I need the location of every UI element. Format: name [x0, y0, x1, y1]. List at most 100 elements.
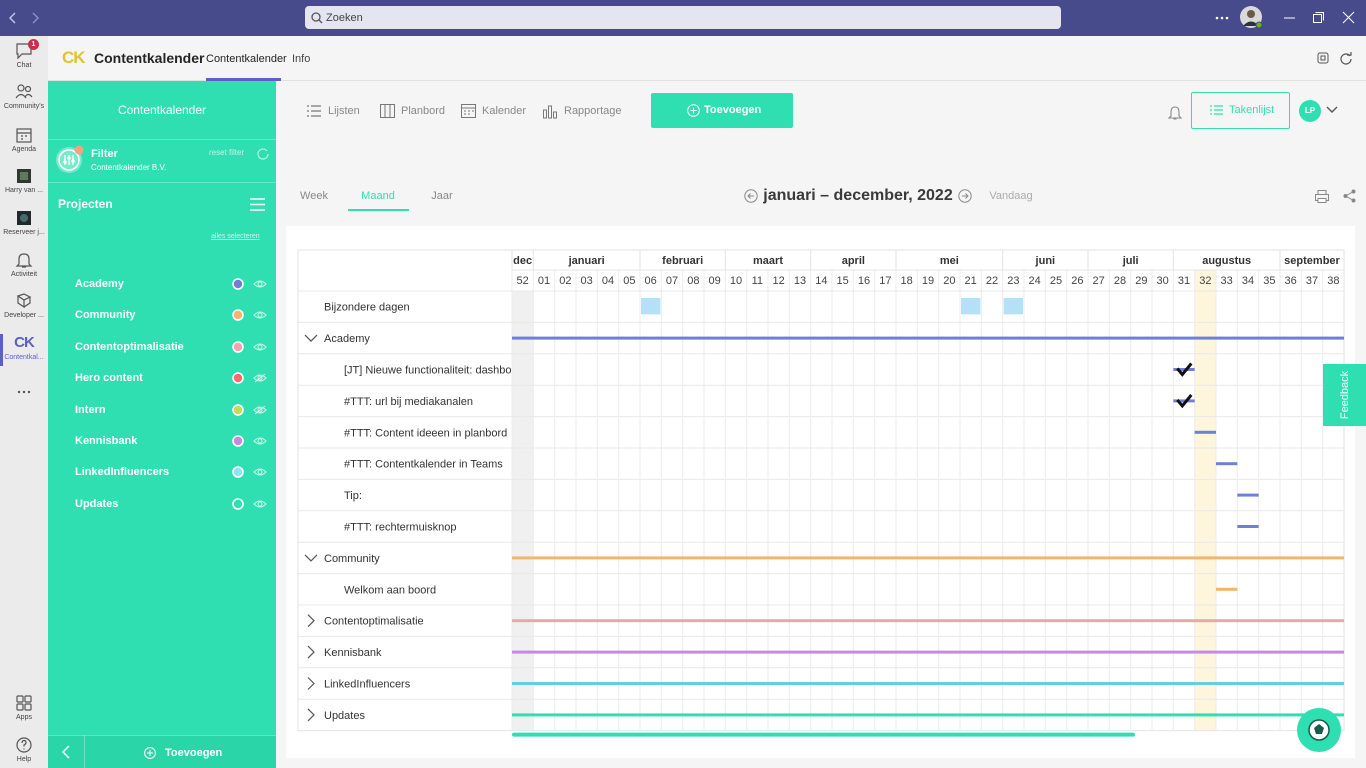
reset-filter[interactable]: reset filter [209, 148, 245, 157]
reload-icon[interactable] [1340, 52, 1352, 65]
rail-icon[interactable] [14, 125, 34, 145]
expand-toggle[interactable] [307, 677, 315, 690]
task-bar[interactable] [1216, 462, 1238, 466]
task-label[interactable]: #TTT: rechtermuisknop [344, 522, 456, 534]
project-color-dot[interactable] [232, 497, 244, 510]
project-visibility[interactable] [253, 310, 267, 320]
expand-toggle[interactable] [307, 614, 315, 628]
view-icon[interactable] [543, 104, 558, 119]
notifications[interactable] [1167, 105, 1183, 120]
project-visibility[interactable] [253, 467, 267, 477]
group-label[interactable]: Bijzondere dagen [324, 302, 410, 314]
horizontal-scrollbar[interactable] [512, 732, 1135, 737]
task-bar[interactable] [1173, 368, 1195, 371]
view-tab[interactable]: Jaar [431, 190, 453, 202]
filter-label[interactable]: Filter [91, 148, 118, 160]
user-avatar[interactable] [1239, 5, 1263, 29]
view-tab[interactable]: Maand [361, 190, 395, 202]
sidebar-add[interactable]: Toevoegen [165, 747, 223, 759]
task-label[interactable]: #TTT: Content ideeen in planbord [344, 427, 507, 439]
view-icon[interactable] [461, 104, 476, 118]
rail-icon[interactable] [14, 735, 34, 755]
rail-label[interactable]: Community's [3, 103, 45, 110]
project-color-dot[interactable] [232, 403, 244, 416]
period-next[interactable] [958, 189, 972, 203]
feedback-tab[interactable]: Feedback [1323, 364, 1366, 426]
view-link[interactable]: Kalender [482, 105, 527, 117]
project-name[interactable]: Updates [75, 497, 119, 510]
filter-icon[interactable] [56, 145, 84, 175]
group-label[interactable]: Updates [324, 710, 365, 722]
project-visibility[interactable] [253, 342, 267, 352]
expand-toggle[interactable] [307, 645, 315, 659]
add-icon[interactable] [144, 747, 156, 759]
rail-label[interactable]: Developer ... [4, 312, 44, 319]
group-label[interactable]: LinkedInfluencers [324, 679, 411, 691]
projects-menu[interactable] [250, 198, 265, 211]
view-link[interactable]: Planbord [401, 105, 446, 117]
expand-toggle[interactable] [304, 334, 318, 342]
select-all[interactable]: alles selecteren [211, 233, 260, 240]
rail-icon[interactable] [14, 208, 34, 228]
group-label[interactable]: Community [324, 553, 380, 565]
view-link[interactable]: Rapportage [564, 105, 622, 117]
app-tab[interactable]: Contentkalender [206, 53, 287, 65]
project-color-dot[interactable] [232, 466, 244, 479]
task-bar[interactable] [1173, 399, 1195, 403]
project-visibility[interactable] [253, 436, 267, 446]
window-minimize[interactable] [1284, 17, 1295, 19]
project-color-dot[interactable] [232, 340, 244, 353]
task-bar[interactable] [1216, 587, 1238, 591]
project-name[interactable]: Hero content [75, 372, 143, 385]
view-tab[interactable]: Week [300, 190, 328, 202]
project-name[interactable]: Kennisbank [75, 435, 138, 447]
task-label[interactable]: Tip: [344, 490, 362, 502]
rail-label[interactable]: Reserveer j... [3, 229, 45, 236]
rail-label[interactable]: Harry van ... [4, 187, 44, 194]
rail-label[interactable]: Chat [16, 62, 32, 69]
task-label[interactable]: #TTT: Contentkalender in Teams [344, 459, 503, 471]
view-icon[interactable] [307, 104, 322, 118]
user-menu-chevron[interactable] [1326, 106, 1338, 114]
rail-logo[interactable]: CK [14, 334, 35, 351]
rail-more[interactable] [17, 390, 31, 394]
project-name[interactable]: Community [75, 309, 136, 322]
task-bar[interactable] [1237, 525, 1259, 528]
app-tab[interactable]: Info [292, 53, 311, 65]
user-badge[interactable]: LP [1299, 100, 1321, 122]
window-restore[interactable] [1313, 12, 1324, 23]
rail-icon[interactable] [14, 693, 34, 713]
view-link[interactable]: Lijsten [328, 105, 360, 117]
task-label[interactable]: Welkom aan boord [344, 584, 436, 596]
rail-icon[interactable] [14, 166, 34, 186]
nav-back[interactable] [8, 12, 18, 24]
task-bar[interactable] [1237, 493, 1259, 497]
rail-label[interactable]: Activiteit [10, 271, 38, 278]
tasks-button[interactable]: Takenlijst [1191, 92, 1290, 129]
project-name[interactable]: LinkedInfluencers [75, 466, 170, 479]
window-close[interactable] [1342, 11, 1355, 24]
print-icon[interactable] [1315, 190, 1329, 203]
add-button[interactable]: Toevoegen [651, 93, 793, 128]
expand-toggle[interactable] [304, 554, 318, 562]
project-name[interactable]: Academy [75, 278, 124, 290]
view-icon[interactable] [380, 104, 395, 118]
project-color-dot[interactable] [232, 372, 244, 384]
rail-icon[interactable] [14, 250, 34, 270]
project-color-dot[interactable] [232, 309, 244, 322]
project-name[interactable]: Intern [75, 403, 106, 416]
search-box[interactable]: Zoeken [305, 6, 1061, 29]
help-fab[interactable] [1297, 708, 1341, 752]
project-visibility[interactable] [253, 405, 267, 415]
collapse-sidebar[interactable] [61, 745, 70, 759]
rail-label[interactable]: Agenda [11, 146, 37, 153]
task-label[interactable]: #TTT: url bij mediakanalen [344, 396, 473, 408]
project-color-dot[interactable] [232, 435, 244, 447]
rail-label[interactable]: Contentkal... [4, 354, 44, 361]
project-visibility[interactable] [253, 373, 267, 383]
reset-icon[interactable] [257, 147, 269, 160]
group-label[interactable]: Contentoptimalisatie [324, 616, 424, 628]
task-bar[interactable] [1194, 430, 1216, 434]
project-visibility[interactable] [253, 279, 267, 289]
project-color-dot[interactable] [232, 278, 244, 290]
